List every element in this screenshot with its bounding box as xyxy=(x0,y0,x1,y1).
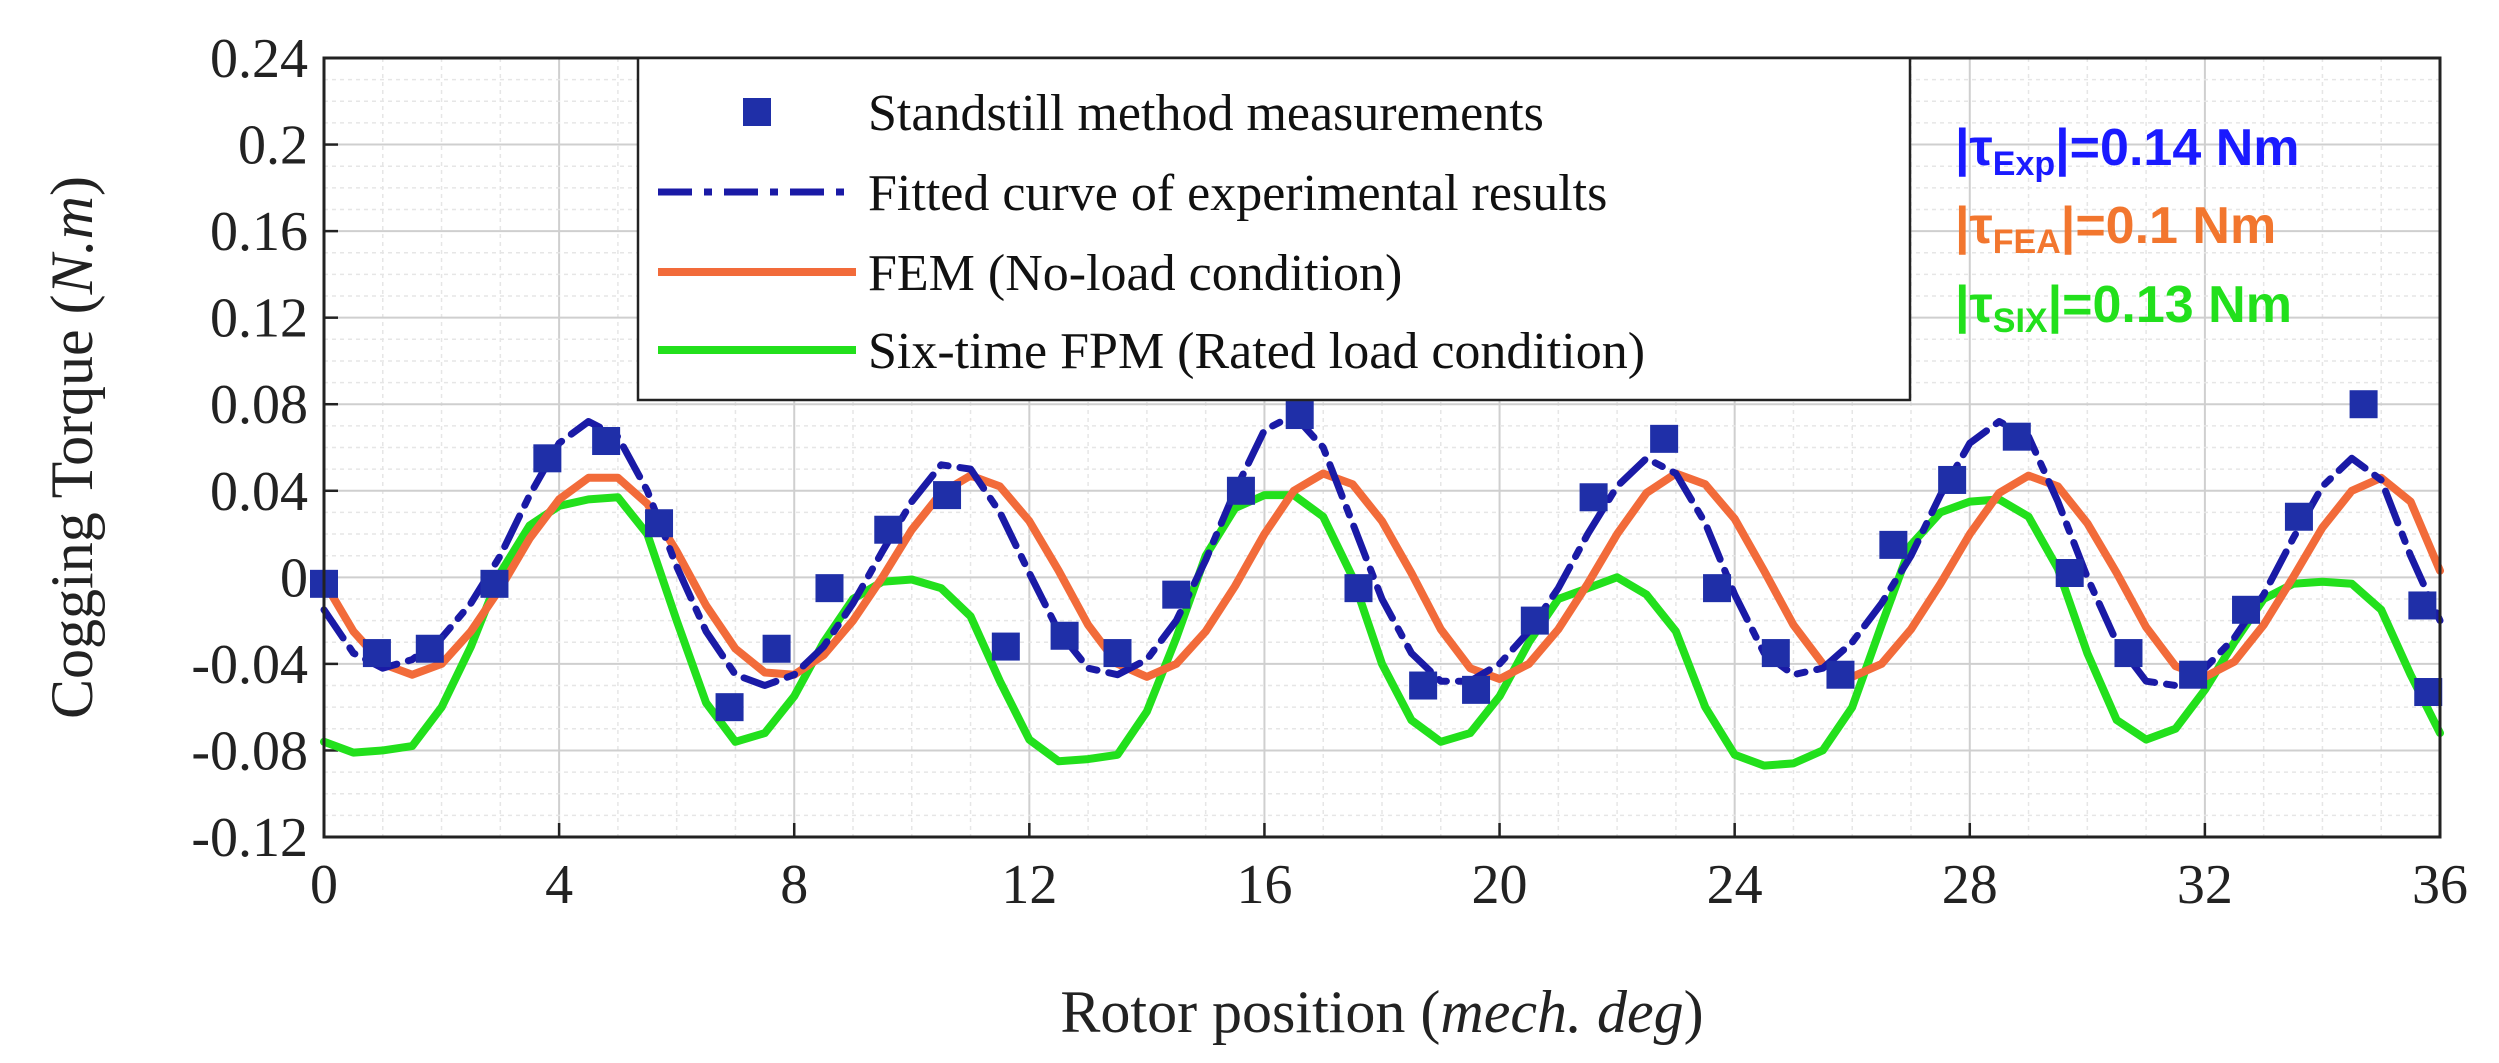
measurement-point xyxy=(1344,574,1373,603)
x-tick-label: 36 xyxy=(2412,854,2468,916)
plot-series xyxy=(310,390,2444,770)
y-tick-label: -0.08 xyxy=(191,720,308,782)
measurement-point xyxy=(362,639,391,668)
legend-label: Six-time FPM (Rated load condition) xyxy=(868,323,1645,380)
y-tick-label: 0.24 xyxy=(210,28,308,90)
series-line-3 xyxy=(320,491,2444,770)
measurement-point xyxy=(645,509,674,538)
measurement-point xyxy=(2179,660,2208,689)
measurement-point xyxy=(2002,422,2031,451)
measurement-point xyxy=(1285,401,1314,430)
annotations: |τExp|=0.14 Nm |τFEA|=0.1 Nm |τSIX|=0.13 N… xyxy=(1955,119,2299,340)
x-tick-label: 20 xyxy=(1472,854,1528,916)
x-tick-label: 24 xyxy=(1707,854,1763,916)
y-tick-label: 0.08 xyxy=(210,374,308,436)
measurement-point xyxy=(1938,465,1967,494)
measurement-point xyxy=(1579,483,1608,512)
measurement-point xyxy=(1103,639,1132,668)
x-tick-label: 32 xyxy=(2177,854,2233,916)
axis-ticks: 0 4 8 12 16 20 24 28 32 36 -0.12 -0.08 -0.04 0 0.04 0.0… xyxy=(191,28,2468,916)
x-tick-label: 8 xyxy=(780,854,808,916)
x-tick-label: 12 xyxy=(1001,854,1057,916)
y-tick-label: 0.16 xyxy=(210,201,308,263)
measurement-point xyxy=(1761,639,1790,668)
measurement-point xyxy=(1162,580,1191,609)
measurement-point xyxy=(991,632,1020,661)
legend-marker-square xyxy=(743,98,771,126)
y-tick-label: 0.2 xyxy=(238,115,308,177)
x-tick-label: 0 xyxy=(310,854,338,916)
measurement-point xyxy=(1409,671,1438,700)
torque-annotation: |τSIX|=0.13 Nm xyxy=(1955,276,2292,340)
legend: Standstill method measurements Fitted cur… xyxy=(636,56,1912,402)
measurement-point xyxy=(1826,660,1855,689)
measurement-point xyxy=(815,574,844,603)
measurement-point xyxy=(2284,502,2313,531)
x-tick-label: 16 xyxy=(1236,854,1292,916)
measurement-point xyxy=(1226,476,1255,505)
measurement-point xyxy=(715,693,744,722)
series-line-1 xyxy=(320,411,2444,689)
measurement-point xyxy=(762,634,791,663)
measurement-point xyxy=(1520,606,1549,635)
torque-annotation: |τFEA|=0.1 Nm xyxy=(1955,197,2276,261)
measurement-point xyxy=(1650,424,1679,453)
x-tick-label: 4 xyxy=(545,854,573,916)
measurement-point xyxy=(1462,675,1491,704)
measurement-point xyxy=(480,569,509,598)
legend-box xyxy=(636,56,1912,402)
measurement-point xyxy=(2114,639,2143,668)
measurement-point xyxy=(2414,678,2443,707)
series-line-2 xyxy=(320,469,2444,683)
measurement-point xyxy=(2055,559,2084,588)
measurement-point xyxy=(1703,574,1732,603)
y-tick-label: -0.04 xyxy=(191,634,308,696)
measurement-point xyxy=(1050,621,1079,650)
measurement-point xyxy=(933,481,962,510)
measurement-point xyxy=(874,515,903,544)
x-axis-title: Rotor position (mech. deg) xyxy=(1060,979,1703,1045)
legend-label: Fitted curve of experimental results xyxy=(868,165,1607,222)
y-tick-label: -0.12 xyxy=(191,807,308,869)
legend-label: FEM (No-load condition) xyxy=(868,245,1402,302)
measurement-point xyxy=(2349,390,2378,419)
measurement-point xyxy=(533,444,562,473)
measurement-point xyxy=(2408,591,2437,620)
torque-annotation: |τExp|=0.14 Nm xyxy=(1955,119,2299,183)
measurement-point xyxy=(592,427,621,456)
y-axis-title: Cogging Torque (N.m) xyxy=(39,176,105,719)
measurement-point xyxy=(415,634,444,663)
measurement-point xyxy=(2232,595,2261,624)
y-tick-label: 0 xyxy=(280,547,308,609)
measurement-point xyxy=(1879,530,1908,559)
legend-label: Standstill method measurements xyxy=(868,85,1544,142)
y-tick-label: 0.04 xyxy=(210,461,308,523)
x-tick-label: 28 xyxy=(1942,854,1998,916)
y-tick-label: 0.12 xyxy=(210,288,308,350)
